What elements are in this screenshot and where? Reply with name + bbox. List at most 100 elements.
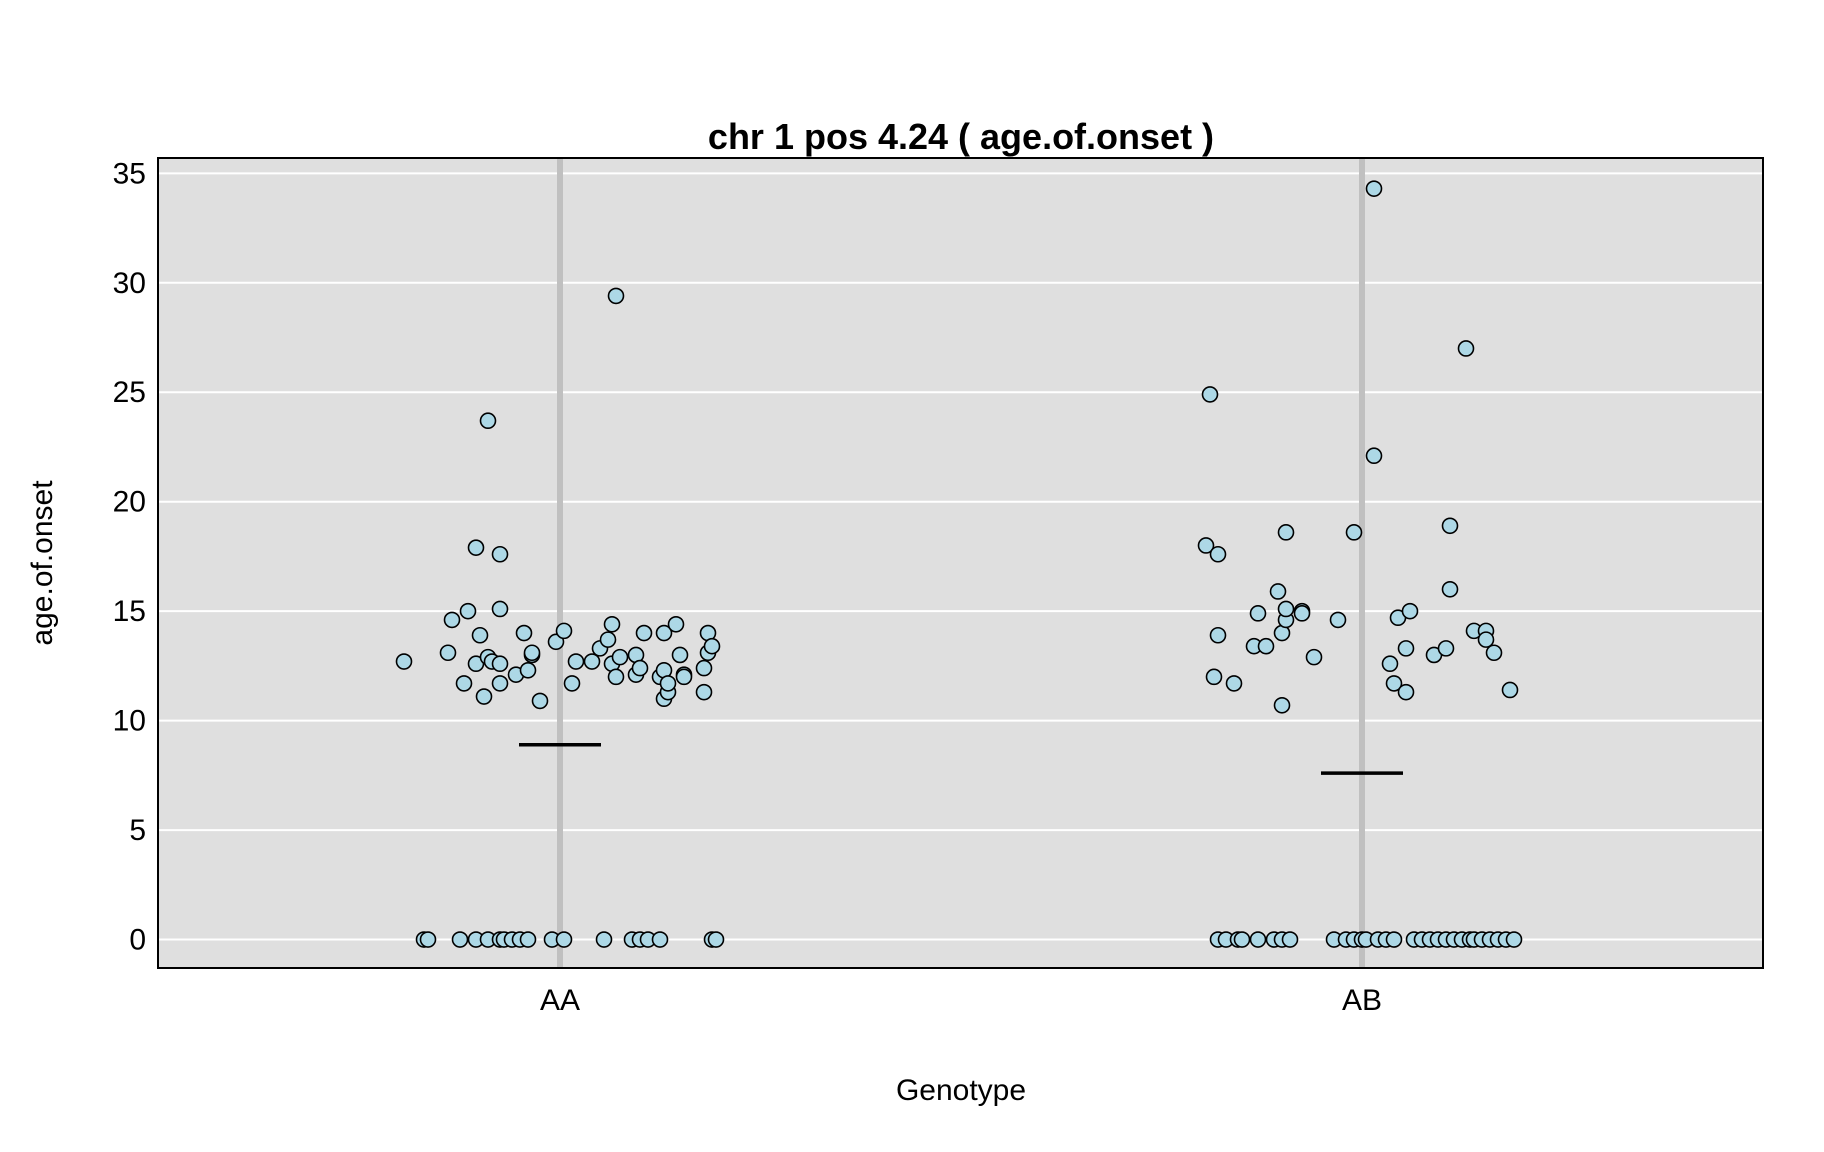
data-point <box>515 624 533 642</box>
data-point <box>1441 517 1459 535</box>
y-tick-labels: 0 5 10 15 20 25 30 35 <box>113 157 146 956</box>
x-tick-label: AA <box>540 984 580 1017</box>
x-axis-label: Genotype <box>896 1074 1026 1107</box>
data-point <box>631 659 649 677</box>
data-point <box>1397 640 1415 657</box>
data-point <box>475 688 493 705</box>
data-point <box>703 637 721 655</box>
data-point <box>1225 675 1243 692</box>
data-point <box>1365 180 1383 197</box>
data-point <box>555 931 573 948</box>
data-point <box>519 661 537 679</box>
data-point <box>563 675 581 692</box>
data-point <box>1305 648 1323 666</box>
data-point <box>599 631 617 648</box>
data-point <box>419 931 437 948</box>
data-point <box>611 648 629 666</box>
data-point <box>439 644 457 662</box>
data-point <box>1385 931 1403 948</box>
data-point <box>547 633 565 651</box>
data-point <box>479 412 497 430</box>
data-point <box>655 624 673 642</box>
data-point <box>1249 931 1267 948</box>
data-point <box>1345 524 1363 541</box>
data-point <box>519 931 537 948</box>
y-tick-label: 10 <box>113 705 146 738</box>
data-point <box>1233 931 1251 948</box>
data-point <box>695 683 713 701</box>
plot-border <box>157 157 1764 969</box>
data-point <box>531 692 549 710</box>
chart-title: chr 1 pos 4.24 ( age.of.onset ) <box>708 116 1214 157</box>
data-point <box>1209 545 1227 563</box>
data-point <box>1329 611 1347 629</box>
y-tick-label: 15 <box>113 595 146 628</box>
data-point <box>491 655 509 673</box>
x-tick-label: AB <box>1342 984 1382 1017</box>
data-point <box>443 611 461 629</box>
data-point <box>1485 644 1503 662</box>
data-point <box>1501 681 1519 699</box>
y-tick-label: 25 <box>113 376 146 409</box>
data-point <box>395 653 413 670</box>
data-point <box>1365 447 1383 465</box>
data-point <box>667 615 685 633</box>
data-point <box>567 653 585 670</box>
data-point <box>491 545 509 563</box>
data-point <box>455 675 473 692</box>
data-point <box>1505 931 1523 948</box>
data-point <box>603 615 621 633</box>
mean-lines <box>519 742 1403 775</box>
data-point <box>1281 931 1299 948</box>
data-point <box>607 668 625 686</box>
data-point <box>555 622 573 640</box>
y-tick-label: 30 <box>113 267 146 300</box>
data-point <box>471 626 489 644</box>
data-point <box>459 602 477 620</box>
data-point <box>467 539 485 556</box>
data-point <box>1273 696 1291 714</box>
data-point <box>1457 340 1475 357</box>
category-lines <box>557 158 1365 968</box>
data-point <box>1205 668 1223 686</box>
data-point <box>1269 583 1287 600</box>
y-axis-label: age.of.onset <box>26 480 59 646</box>
data-point <box>695 659 713 677</box>
y-tick-label: 0 <box>129 924 146 957</box>
x-tick-labels: AA AB <box>540 984 1382 1017</box>
data-point <box>583 653 601 670</box>
data-point <box>671 646 689 664</box>
data-point <box>1401 602 1419 620</box>
data-point <box>491 675 509 692</box>
data-point <box>1293 605 1311 622</box>
y-tick-label: 20 <box>113 486 146 519</box>
data-point <box>675 668 693 686</box>
data-point <box>1209 626 1227 644</box>
data-point <box>1385 675 1403 692</box>
data-point <box>523 644 541 662</box>
data-point <box>1277 524 1295 541</box>
data-point <box>635 624 653 642</box>
y-tick-label: 5 <box>129 814 146 847</box>
data-point <box>659 675 677 692</box>
data-point <box>1397 683 1415 701</box>
data-point <box>595 931 613 948</box>
gridlines <box>158 172 1763 941</box>
data-point <box>607 287 625 305</box>
data-point <box>1441 580 1459 598</box>
data-points <box>395 180 1523 948</box>
data-point <box>1437 640 1455 657</box>
data-point <box>1201 386 1219 403</box>
data-point <box>1277 600 1295 618</box>
data-point <box>1381 655 1399 673</box>
plot-panel <box>158 158 1763 968</box>
data-point <box>707 931 725 948</box>
data-point <box>1257 637 1275 655</box>
data-point <box>651 931 669 948</box>
data-point <box>1197 537 1215 554</box>
y-tick-label: 35 <box>113 157 146 190</box>
data-point <box>491 600 509 618</box>
data-point <box>1477 631 1495 648</box>
data-point <box>1249 605 1267 622</box>
